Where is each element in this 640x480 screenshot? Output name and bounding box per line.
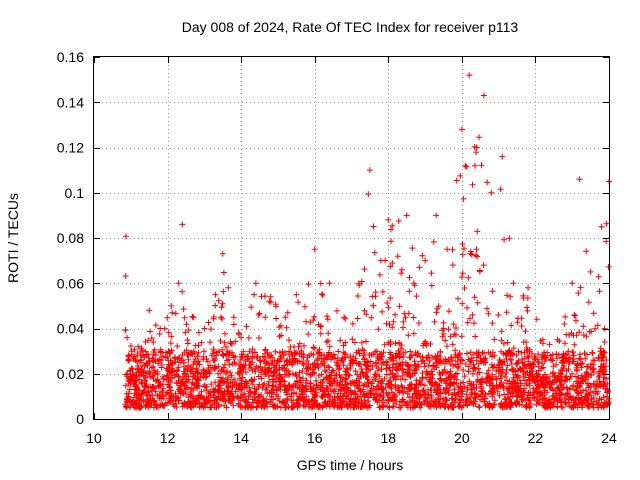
x-tick-label: 14 [233,430,249,446]
plot-frame [93,56,610,420]
x-tick-label: 20 [454,430,470,446]
x-tick-label: 24 [601,430,617,446]
y-tick-label: 0.14 [57,94,84,110]
x-tick-label: 16 [307,430,323,446]
data-points [122,72,612,411]
y-tick-label: 0.02 [57,366,84,382]
y-tick-label: 0.16 [57,49,84,65]
x-tick-label: 10 [86,430,102,446]
y-tick-label: 0.04 [57,321,84,337]
x-tick-label: 12 [160,430,176,446]
x-axis-label: GPS time / hours [297,457,404,473]
y-tick-label: 0.08 [57,230,84,246]
chart-title: Day 008 of 2024, Rate Of TEC Index for r… [182,19,519,35]
y-tick-label: 0.1 [65,185,85,201]
y-tick-labels: 0 0.02 0.04 0.06 0.08 0.1 0.12 0.14 0.16 [57,49,84,427]
x-tick-label: 22 [528,430,544,446]
roti-point-markers [122,72,612,411]
y-tick-label: 0.12 [57,140,84,156]
y-tick-label: 0 [76,411,84,427]
y-tick-label: 0.06 [57,275,84,291]
x-tick-label: 18 [380,430,396,446]
gridlines [94,57,609,419]
x-tick-labels: 10 12 14 16 18 20 22 24 [86,430,617,446]
y-axis-label: ROTI / TECUs [5,193,21,283]
